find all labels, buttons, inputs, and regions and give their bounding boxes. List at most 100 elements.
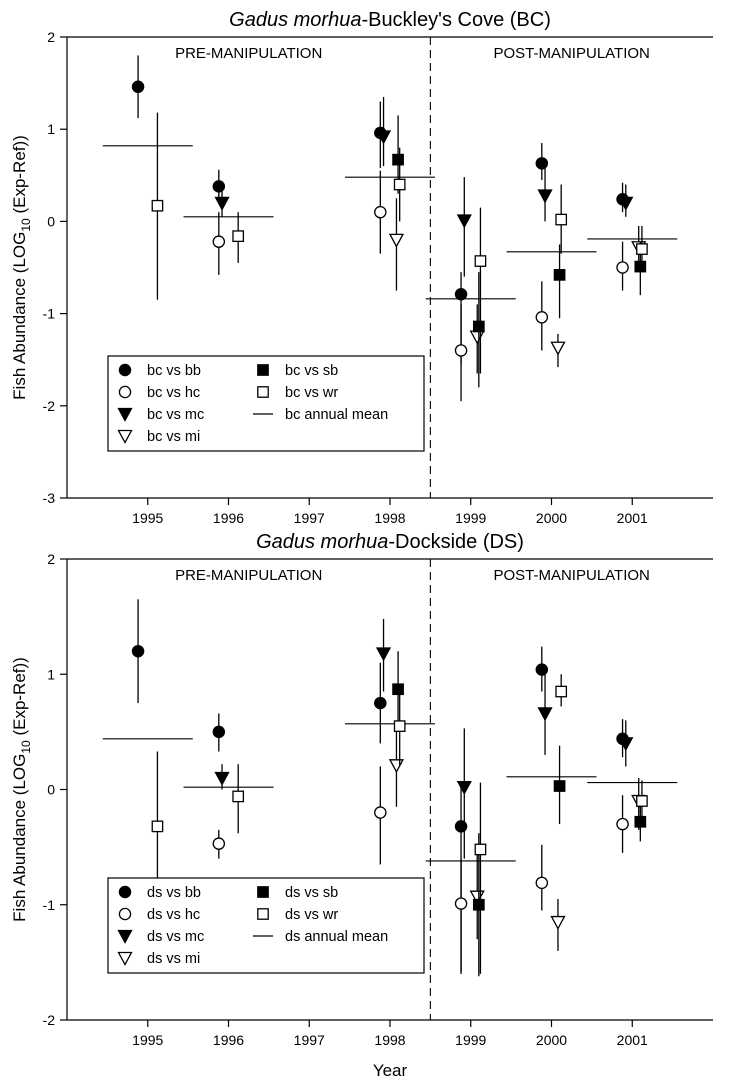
data-point xyxy=(616,261,629,274)
y-tick-label: 1 xyxy=(47,666,55,682)
chart-title: Gadus morhua-Buckley's Cove (BC) xyxy=(229,9,551,31)
x-tick-label: 1999 xyxy=(455,1032,486,1048)
y-tick-label: 0 xyxy=(47,782,55,798)
y-axis-label-subscript: 10 xyxy=(19,740,33,754)
legend-label: bc annual mean xyxy=(285,407,388,423)
data-point xyxy=(375,130,392,145)
pre-manipulation-label: PRE-MANIPULATION xyxy=(175,45,322,62)
data-point xyxy=(469,330,485,345)
series-bc-vs-hc xyxy=(212,170,629,402)
data-point xyxy=(535,311,549,324)
legend-label: bc vs sb xyxy=(285,363,338,379)
chart-title-site: -Dockside (DS) xyxy=(388,531,524,553)
series-bc-vs-wr xyxy=(151,112,648,374)
y-axis-label-end: (Exp-Ref)) xyxy=(10,657,29,740)
data-point xyxy=(454,897,468,910)
chart-title-site: -Buckley's Cove (BC) xyxy=(361,9,550,31)
x-tick-label: 2000 xyxy=(536,1032,567,1048)
data-point xyxy=(474,843,487,856)
legend-label: bc vs mc xyxy=(147,407,204,423)
legend-label: bc vs hc xyxy=(147,385,200,401)
data-point xyxy=(392,683,404,696)
data-point xyxy=(456,214,472,229)
legend-marker xyxy=(117,429,133,444)
data-point xyxy=(537,707,553,722)
legend-label: ds vs wr xyxy=(285,907,338,923)
post-manipulation-label: POST-MANIPULATION xyxy=(493,567,649,584)
x-tick-label: 2000 xyxy=(536,510,567,526)
post-manipulation-label: POST-MANIPULATION xyxy=(493,45,649,62)
data-point xyxy=(131,644,145,658)
x-tick-label: 1995 xyxy=(132,1032,163,1048)
y-tick-label: 2 xyxy=(47,551,55,567)
data-point xyxy=(232,230,245,243)
x-tick-label: 2001 xyxy=(617,1032,648,1048)
y-axis-label-end: (Exp-Ref)) xyxy=(10,135,29,218)
legend-label: ds vs bb xyxy=(147,885,201,901)
data-point xyxy=(374,205,387,219)
data-point xyxy=(618,196,634,211)
legend-marker xyxy=(118,907,132,921)
data-point xyxy=(636,795,648,807)
data-point xyxy=(634,815,647,828)
x-tick-label: 1999 xyxy=(455,510,486,526)
legend-marker xyxy=(117,929,133,944)
y-tick-label: -1 xyxy=(43,897,56,913)
data-point xyxy=(212,235,226,248)
data-point xyxy=(212,180,226,193)
legend-marker xyxy=(118,885,132,899)
y-tick-label: -3 xyxy=(43,490,56,506)
chart-title: Gadus morhua-Dockside (DS) xyxy=(256,531,524,553)
series-ds-vs-hc xyxy=(212,766,629,974)
data-point xyxy=(550,341,566,356)
y-tick-label: 0 xyxy=(47,213,55,229)
data-point xyxy=(474,255,487,267)
legend-label: ds vs mi xyxy=(147,951,200,967)
data-point xyxy=(374,696,387,710)
y-tick-label: -2 xyxy=(43,398,56,414)
x-tick-label: 1997 xyxy=(294,510,325,526)
legend-label: ds vs hc xyxy=(147,907,200,923)
series-ds-vs-mc xyxy=(214,618,634,859)
data-point xyxy=(393,178,406,191)
pre-manipulation-label: PRE-MANIPULATION xyxy=(175,567,322,584)
legend-marker xyxy=(117,951,133,966)
data-point xyxy=(151,199,164,212)
data-point xyxy=(388,759,405,774)
data-point xyxy=(555,685,568,698)
data-point xyxy=(214,196,230,211)
data-point xyxy=(375,647,392,662)
x-tick-label: 1998 xyxy=(374,1032,405,1048)
legend-marker xyxy=(257,364,269,376)
legend-marker xyxy=(257,908,269,920)
legend-label: bc vs wr xyxy=(285,385,338,401)
data-point xyxy=(535,663,549,676)
data-point xyxy=(636,243,648,255)
x-tick-label: 1997 xyxy=(294,1032,325,1048)
y-tick-label: 2 xyxy=(47,29,55,45)
data-point xyxy=(212,725,226,739)
legend-label: ds vs mc xyxy=(147,929,204,945)
y-axis-label-main: Fish Abundance (LOG xyxy=(10,232,29,400)
data-point xyxy=(553,269,566,281)
series-ds-vs-sb xyxy=(392,651,647,977)
y-tick-label: 1 xyxy=(47,121,55,137)
legend: ds vs bb ds vs sb ds vs hc ds vs wr ds vs mc… xyxy=(107,877,425,974)
y-tick-label: -1 xyxy=(43,306,56,322)
data-point xyxy=(454,344,468,357)
data-point xyxy=(454,820,468,833)
data-point xyxy=(618,737,634,752)
chart-title-species: Gadus morhua xyxy=(256,531,388,553)
y-axis-label: Fish Abundance (LOG10 (Exp-Ref)) xyxy=(10,135,33,400)
x-axis-label: Year xyxy=(373,1061,408,1080)
legend-label: bc vs mi xyxy=(147,429,200,445)
series-bc-vs-sb xyxy=(392,115,647,388)
data-point xyxy=(151,820,164,833)
data-point xyxy=(535,157,549,170)
legend-marker xyxy=(117,407,133,422)
series-bc-vs-mi xyxy=(388,198,647,374)
x-tick-label: 1998 xyxy=(374,510,405,526)
data-point xyxy=(456,781,472,796)
data-point xyxy=(537,189,553,204)
data-point xyxy=(214,771,230,786)
